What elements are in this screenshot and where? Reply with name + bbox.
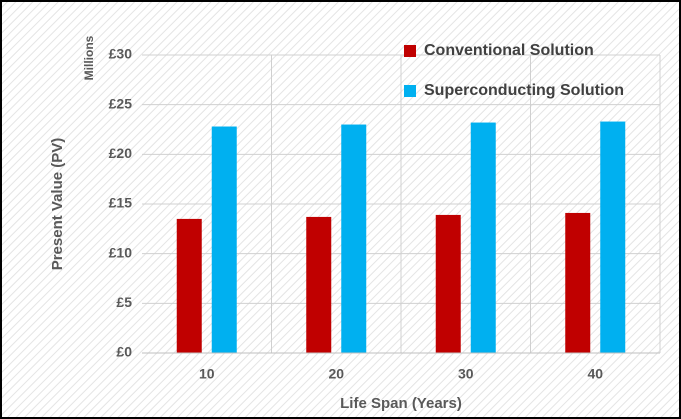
legend-label: Conventional Solution — [424, 42, 594, 59]
bar — [306, 216, 332, 353]
legend-swatch — [404, 45, 416, 57]
y-tick-label: £15 — [109, 195, 133, 211]
x-axis-title: Life Span (Years) — [340, 395, 462, 412]
bar — [470, 122, 496, 354]
y-tick-label: £10 — [109, 244, 133, 260]
bar — [565, 212, 591, 353]
y-tick-label: £0 — [116, 344, 132, 360]
legend-label: Superconducting Solution — [424, 82, 624, 99]
y-unit-label: Millions — [82, 35, 96, 80]
x-tick-label: 30 — [458, 366, 474, 382]
y-tick-label: £25 — [109, 95, 133, 111]
bar — [341, 124, 367, 354]
y-tick-label: £5 — [116, 294, 132, 310]
y-axis-title: Present Value (PV) — [49, 138, 66, 271]
x-tick-label: 10 — [199, 366, 215, 382]
bar — [176, 218, 202, 353]
x-tick-label: 40 — [587, 366, 603, 382]
bar — [435, 214, 461, 353]
bar — [600, 121, 626, 353]
y-tick-label: £20 — [109, 145, 133, 161]
y-tick-label: £30 — [109, 46, 133, 62]
legend-swatch — [404, 85, 416, 97]
bar — [211, 126, 237, 354]
x-tick-label: 20 — [328, 366, 344, 382]
